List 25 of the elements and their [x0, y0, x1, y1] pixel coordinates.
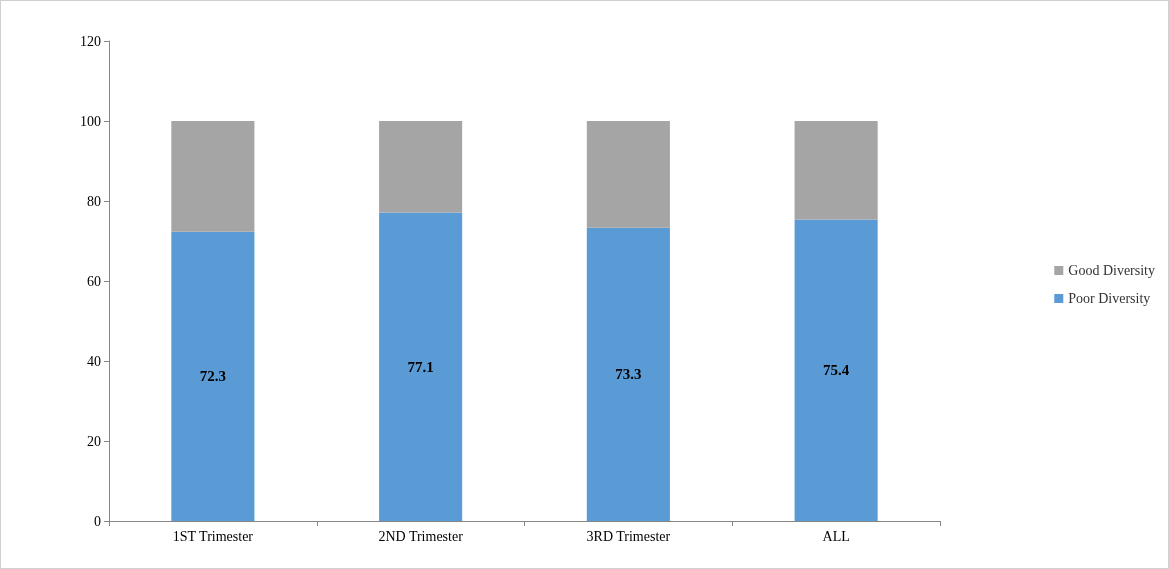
y-tick-label: 20	[87, 433, 101, 449]
data-label: 75.4	[823, 362, 850, 379]
bar	[586, 227, 670, 521]
x-tick-label: 1ST Trimester	[172, 528, 254, 544]
legend-label: Good Diversity	[1068, 263, 1155, 278]
x-tick-label: 3RD Trimester	[586, 528, 671, 544]
bar	[794, 121, 878, 220]
legend-label: Poor Diversity	[1068, 291, 1151, 306]
bar	[586, 121, 670, 228]
y-tick-label: 40	[87, 353, 101, 369]
x-tick-label: 2ND Trimester	[378, 528, 464, 544]
y-tick-label: 0	[94, 513, 101, 529]
bar	[794, 219, 878, 521]
y-tick-label: 80	[87, 193, 101, 209]
bar	[171, 121, 255, 232]
bar	[379, 212, 463, 521]
bar	[171, 231, 255, 521]
data-label: 73.3	[615, 366, 642, 383]
y-tick-label: 60	[87, 273, 101, 289]
data-label: 77.1	[407, 358, 434, 375]
bar	[379, 121, 463, 213]
x-tick-label: ALL	[822, 528, 850, 544]
y-tick-label: 120	[80, 33, 101, 49]
y-tick-label: 100	[80, 113, 101, 129]
data-label: 72.3	[199, 368, 226, 385]
